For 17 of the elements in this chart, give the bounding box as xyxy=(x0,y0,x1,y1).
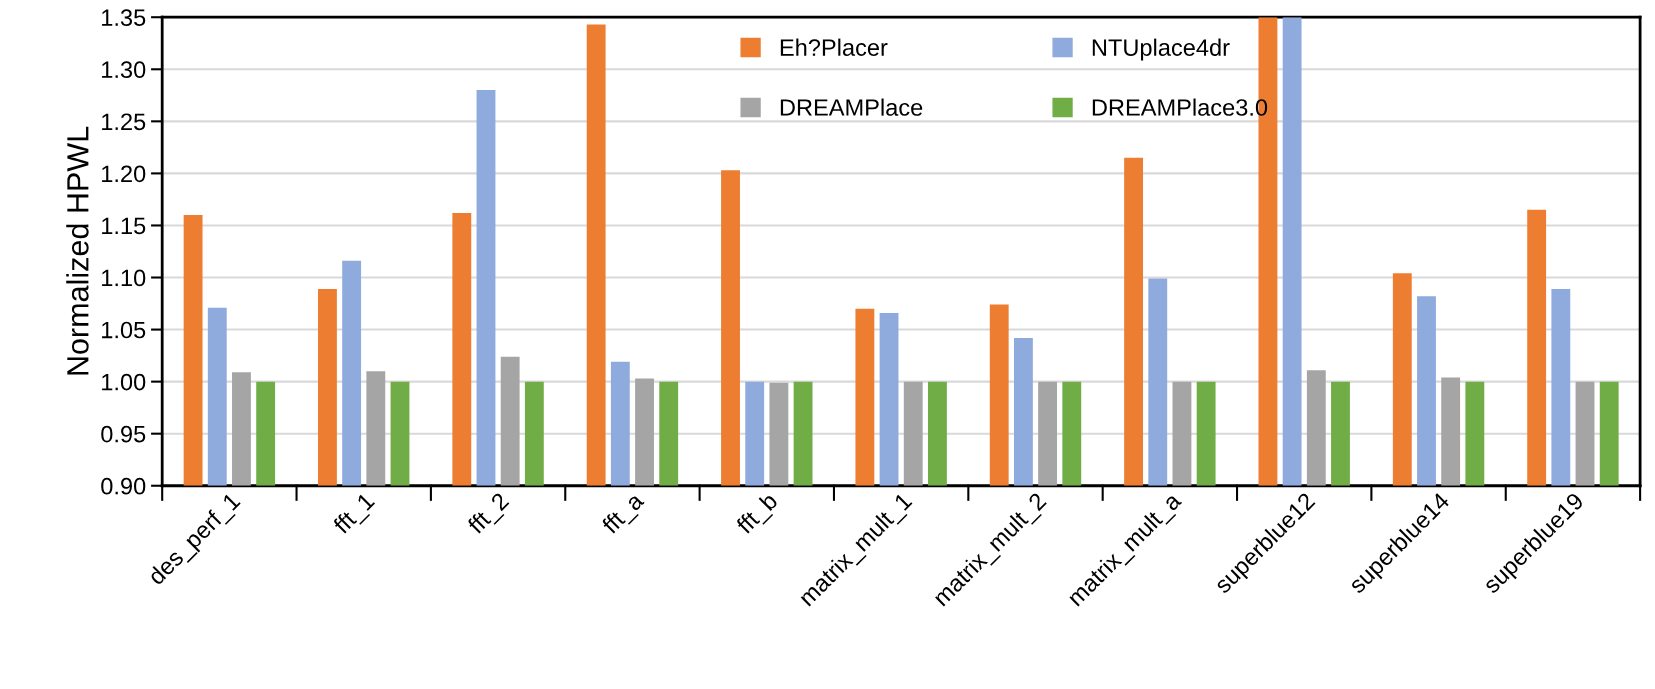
legend-label: Eh?Placer xyxy=(780,38,888,56)
y-tick-label: 1.20 xyxy=(102,165,146,183)
y-tick-label: 1.35 xyxy=(102,9,146,27)
y-axis-title: Normalized HPWL xyxy=(66,126,89,375)
y-tick-label: 1.05 xyxy=(102,321,146,339)
y-tick-label: 1.15 xyxy=(102,217,146,235)
y-tick-label: 1.25 xyxy=(102,113,146,131)
x-tick-label: fft_a xyxy=(600,490,648,538)
y-tick-label: 0.95 xyxy=(101,425,146,443)
y-tick-label: 1.00 xyxy=(102,373,146,391)
x-tick-label: fft_1 xyxy=(331,491,379,538)
y-tick-label: 0.90 xyxy=(101,477,146,495)
y-tick-label: 1.30 xyxy=(102,61,146,79)
legend-label: DREAMPlace xyxy=(780,98,923,116)
y-tick-label: 1.10 xyxy=(102,269,146,287)
x-tick-label: fft_b xyxy=(734,491,782,538)
legend-label: NTUplace4dr xyxy=(1092,38,1230,61)
